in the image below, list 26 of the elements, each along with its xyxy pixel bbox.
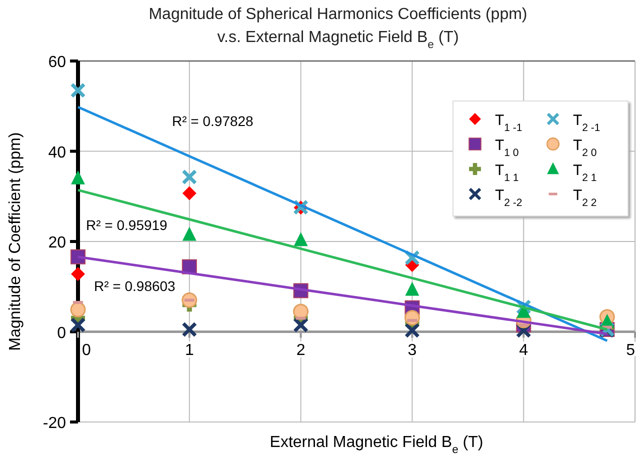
chart-title: Magnitude of Spherical Harmonics Coefficients (ppm): [148, 6, 528, 23]
chart-subtitle: v.s. External Magnetic Field B$_{e}$ (T): [217, 29, 459, 51]
y-tick-label: 40: [48, 144, 66, 162]
legend-label: T$_{2 1}$: [573, 162, 597, 184]
x-tick-label: 3: [408, 342, 417, 359]
y-tick-label: 60: [48, 54, 66, 71]
legend-label: T$_{2 2}$: [573, 187, 597, 209]
x-tick-label: 1: [184, 342, 194, 359]
legend-label: T$_{2 -1}$: [573, 112, 600, 134]
x-axis-title: External Magnetic Field B$_{e}$ (T): [270, 434, 484, 456]
annotation: R² = 0.97828: [172, 113, 254, 129]
y-tick-label: 20: [48, 234, 66, 252]
x-tick-label: 5: [626, 342, 636, 359]
x-tick-label: 0: [82, 342, 91, 359]
x-tick-label: 2: [296, 342, 306, 359]
annotation: R² = 0.95919: [86, 217, 168, 233]
legend-label: T$_{1 0}$: [495, 137, 519, 159]
annotation: R² = 0.98603: [94, 278, 176, 294]
legend-label: T$_{2 -2}$: [495, 187, 522, 209]
y-axis-title: Magnitude of Coefficient (ppm): [7, 132, 24, 351]
y-tick-label: 0: [57, 324, 66, 342]
x-tick-label: 4: [519, 342, 528, 359]
legend-label: T$_{2 0}$: [573, 137, 597, 159]
legend-label: T$_{1 -1}$: [495, 112, 522, 134]
legend-label: T$_{1 1}$: [495, 162, 519, 184]
y-tick-label: -20: [42, 415, 66, 432]
